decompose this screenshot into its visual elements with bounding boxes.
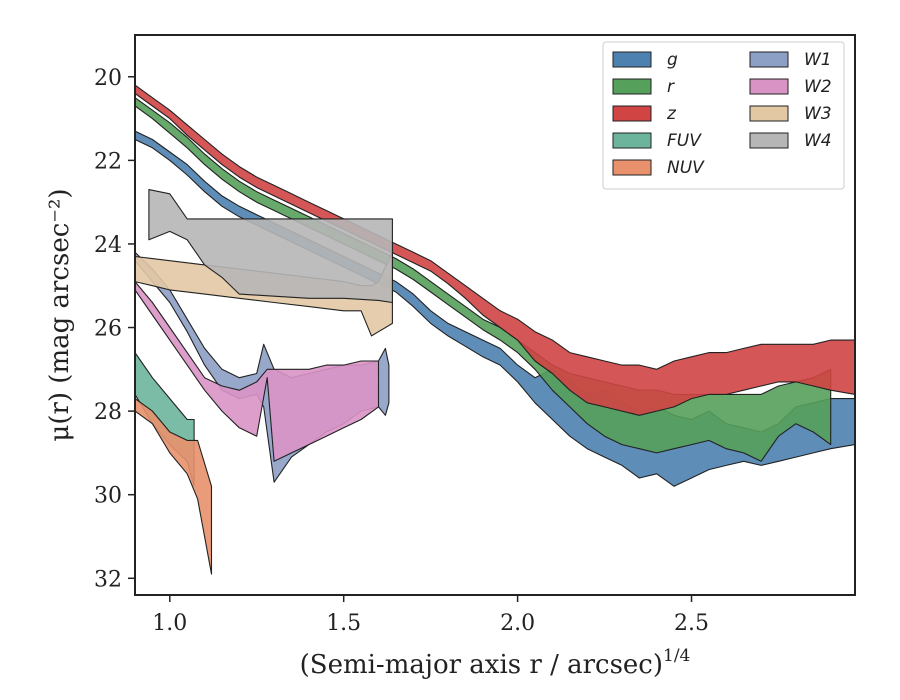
legend-swatch-w4 — [749, 132, 789, 149]
x-axis-label-text: (Semi-major axis r / arcsec) — [300, 650, 663, 680]
x-tick-label: 2.5 — [674, 611, 709, 636]
legend-label-w1: W1 — [804, 50, 832, 70]
legend-swatch-w1 — [749, 51, 789, 68]
legend-label-fuv: FUV — [667, 131, 702, 151]
legend-swatch-z — [612, 105, 652, 122]
legend-swatch-g — [612, 51, 652, 68]
x-axis-label-exponent: 1/4 — [663, 646, 690, 666]
legend-label-z: z — [666, 104, 677, 124]
plot-frame — [134, 34, 856, 596]
legend-label-w2: W2 — [804, 77, 832, 97]
legend-swatch-nuv — [612, 159, 652, 176]
y-tick-label: 20 — [94, 66, 122, 91]
x-axis-label: (Semi-major axis r / arcsec)1/4 — [300, 646, 691, 680]
legend-label-g: g — [667, 50, 678, 70]
y-tick-label: 30 — [94, 484, 122, 509]
legend-label-w4: W4 — [804, 131, 832, 151]
series-areas — [135, 84, 855, 575]
y-tick-label: 28 — [94, 400, 122, 425]
legend-swatch-fuv — [612, 132, 652, 149]
y-tick-label: 32 — [94, 567, 122, 592]
legend-label-r: r — [667, 77, 675, 97]
x-axis-ticks: 1.0 1.5 2.0 2.5 — [152, 595, 709, 636]
legend-swatch-r — [612, 78, 652, 95]
y-tick-label: 26 — [94, 317, 122, 342]
series-area-w4 — [148, 189, 393, 304]
y-tick-label: 24 — [94, 233, 122, 258]
y-tick-label: 22 — [94, 149, 122, 174]
legend-swatch-w2 — [749, 78, 789, 95]
legend-label-nuv: NUV — [667, 158, 705, 178]
legend-label-w3: W3 — [804, 104, 832, 124]
series-area-w2 — [135, 281, 380, 462]
y-axis-label: μ(r) (mag arcsec⁻²) — [45, 188, 75, 441]
y-axis-ticks: 20 22 24 26 28 30 32 — [94, 66, 135, 592]
x-tick-label: 1.5 — [326, 611, 361, 636]
series-area-nuv — [135, 398, 213, 575]
x-tick-label: 1.0 — [152, 611, 187, 636]
legend-swatch-w3 — [749, 105, 789, 122]
x-tick-label: 2.0 — [500, 611, 535, 636]
legend: grz FUV NUV W1 W2 W3 W4 — [602, 41, 845, 190]
